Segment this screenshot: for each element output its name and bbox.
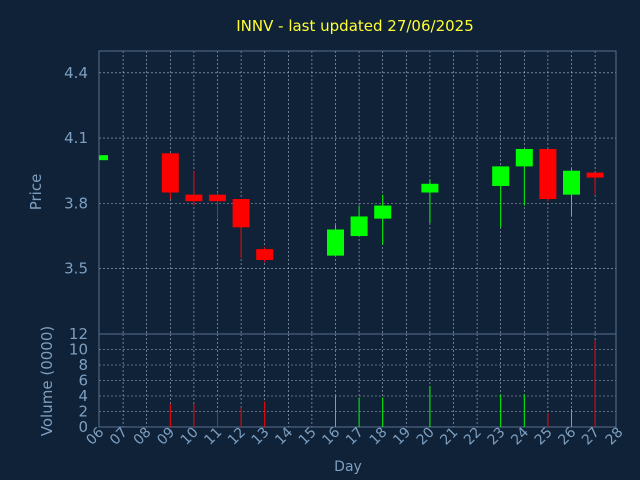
- candle: [256, 246, 274, 263]
- price-tick-label: 4.4: [64, 64, 88, 82]
- candles: [99, 148, 604, 263]
- candle: [563, 168, 580, 217]
- volume-tick-label: 10: [69, 341, 88, 359]
- candle: [161, 153, 179, 200]
- volume-tick-label: 2: [78, 403, 88, 421]
- volume-tick-label: 0: [78, 418, 88, 436]
- candle-body: [539, 148, 557, 200]
- candle-body: [100, 155, 108, 161]
- price-axis-label: Price: [27, 174, 45, 211]
- candle-body: [161, 153, 179, 193]
- candle-body: [515, 148, 533, 167]
- candle: [209, 192, 226, 219]
- candle-body: [185, 194, 203, 202]
- candle: [492, 166, 510, 228]
- volume-tick-label: 8: [78, 356, 88, 374]
- chart-title: INNV - last updated 27/06/2025: [236, 17, 474, 35]
- candle: [185, 170, 203, 206]
- candle-body: [209, 194, 226, 202]
- candle-body: [492, 166, 510, 186]
- candle: [232, 199, 250, 258]
- candle-body: [327, 229, 344, 256]
- price-tick-label: 3.5: [64, 260, 88, 278]
- candle: [327, 225, 344, 256]
- candle: [99, 155, 108, 161]
- candle-body: [232, 199, 250, 228]
- volume-panel-frame: [98, 333, 617, 428]
- candle: [374, 194, 392, 245]
- candle-body: [563, 170, 580, 195]
- price-tick-labels: 3.5 3.8 4.1 4.4: [64, 64, 88, 278]
- candle-body: [374, 205, 392, 219]
- candle-body: [586, 172, 604, 178]
- candle: [421, 179, 439, 223]
- x-axis-label: Day: [334, 459, 362, 475]
- price-tick-label: 3.8: [64, 194, 88, 212]
- candle-body: [421, 183, 439, 193]
- price-tick-label: 4.1: [64, 129, 88, 147]
- candle-body: [350, 216, 368, 237]
- candle: [515, 148, 533, 206]
- volume-tick-label: 6: [78, 372, 88, 390]
- volume-tick-label: 4: [78, 387, 88, 405]
- candle: [539, 148, 557, 202]
- candle-body: [256, 249, 274, 260]
- x-tick-labels: 06 07 08 09 10 11 12 13 14 15 16 17 18 19 20 21 22 23 24 25…: [83, 424, 626, 448]
- volume-tick-label: 12: [69, 325, 88, 343]
- volume-axis-label: Volume (0000): [38, 326, 56, 436]
- candle: [586, 172, 604, 195]
- volume-bars: [169, 340, 596, 427]
- candle: [350, 205, 368, 237]
